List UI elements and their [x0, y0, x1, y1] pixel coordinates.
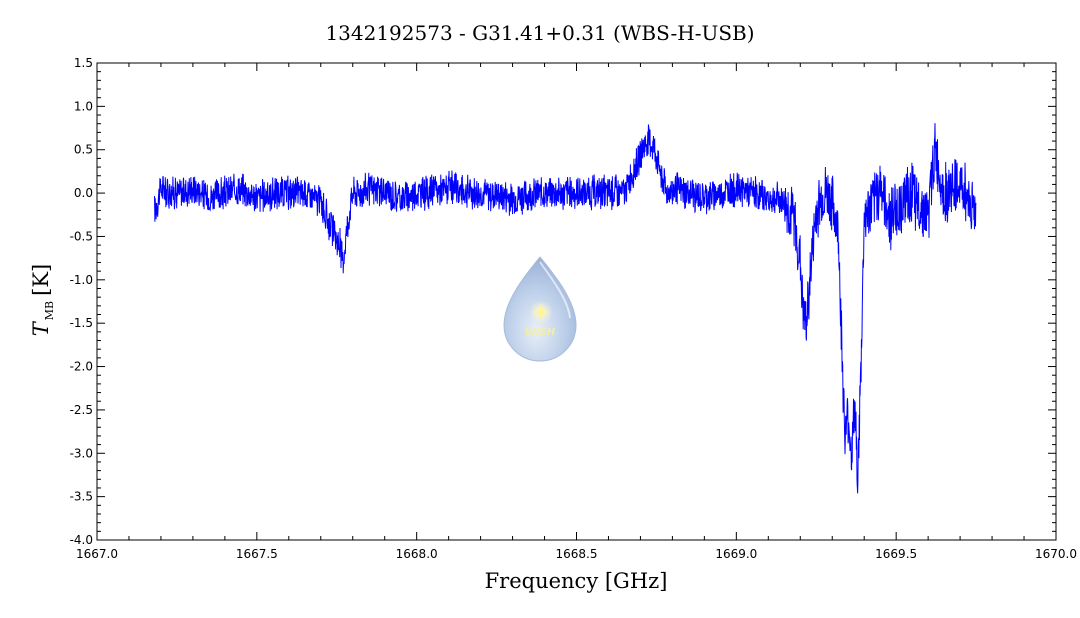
- y-tick-label: 1.0: [74, 99, 93, 113]
- chart-title: 1342192573 - G31.41+0.31 (WBS-H-USB): [325, 21, 754, 45]
- x-tick-label: 1667.5: [236, 547, 278, 561]
- spectrum-series-line: [154, 123, 977, 494]
- y-axis-label-main: T: [29, 320, 53, 336]
- x-tick-label: 1668.0: [396, 547, 438, 561]
- x-axis-label: Frequency [GHz]: [485, 569, 668, 593]
- plot-frame: [96, 62, 1057, 541]
- y-tick-label: -4.0: [70, 533, 93, 547]
- x-axis: 1667.0 1667.5 1668.0 1668.5 1669.0 1669.5 1670…: [76, 63, 1077, 561]
- y-tick-label: 0.5: [74, 143, 93, 157]
- x-tick-label: 1669.0: [715, 547, 757, 561]
- y-axis: 1.5 1.0 0.5 0.0 -0.5 -1.0 -1.5 -2.0 -2.5 -3.0 -3.5…: [70, 56, 1056, 547]
- y-axis-label-sub: MB: [43, 301, 56, 320]
- x-tick-label: 1668.5: [556, 547, 598, 561]
- y-tick-label: -2.5: [70, 403, 93, 417]
- logo-text: WISH: [525, 327, 556, 338]
- x-tick-label: 1670.0: [1035, 547, 1077, 561]
- y-tick-label: 1.5: [74, 56, 93, 70]
- wish-logo: WISH: [503, 256, 577, 362]
- y-tick-label: -1.0: [70, 273, 93, 287]
- y-tick-label: -3.5: [70, 490, 93, 504]
- x-tick-label: 1667.0: [76, 547, 118, 561]
- y-axis-label: TMB [K]: [29, 264, 56, 336]
- y-axis-label-unit: [K]: [29, 264, 53, 296]
- x-tick-label: 1669.5: [875, 547, 917, 561]
- y-tick-label: -0.5: [70, 229, 93, 243]
- y-tick-label: -1.5: [70, 316, 93, 330]
- y-tick-label: 0.0: [74, 186, 93, 200]
- svg-text:TMB[K]: TMB [K]: [29, 264, 56, 336]
- plot-area: [154, 123, 977, 494]
- y-tick-label: -2.0: [70, 360, 93, 374]
- y-tick-label: -3.0: [70, 446, 93, 460]
